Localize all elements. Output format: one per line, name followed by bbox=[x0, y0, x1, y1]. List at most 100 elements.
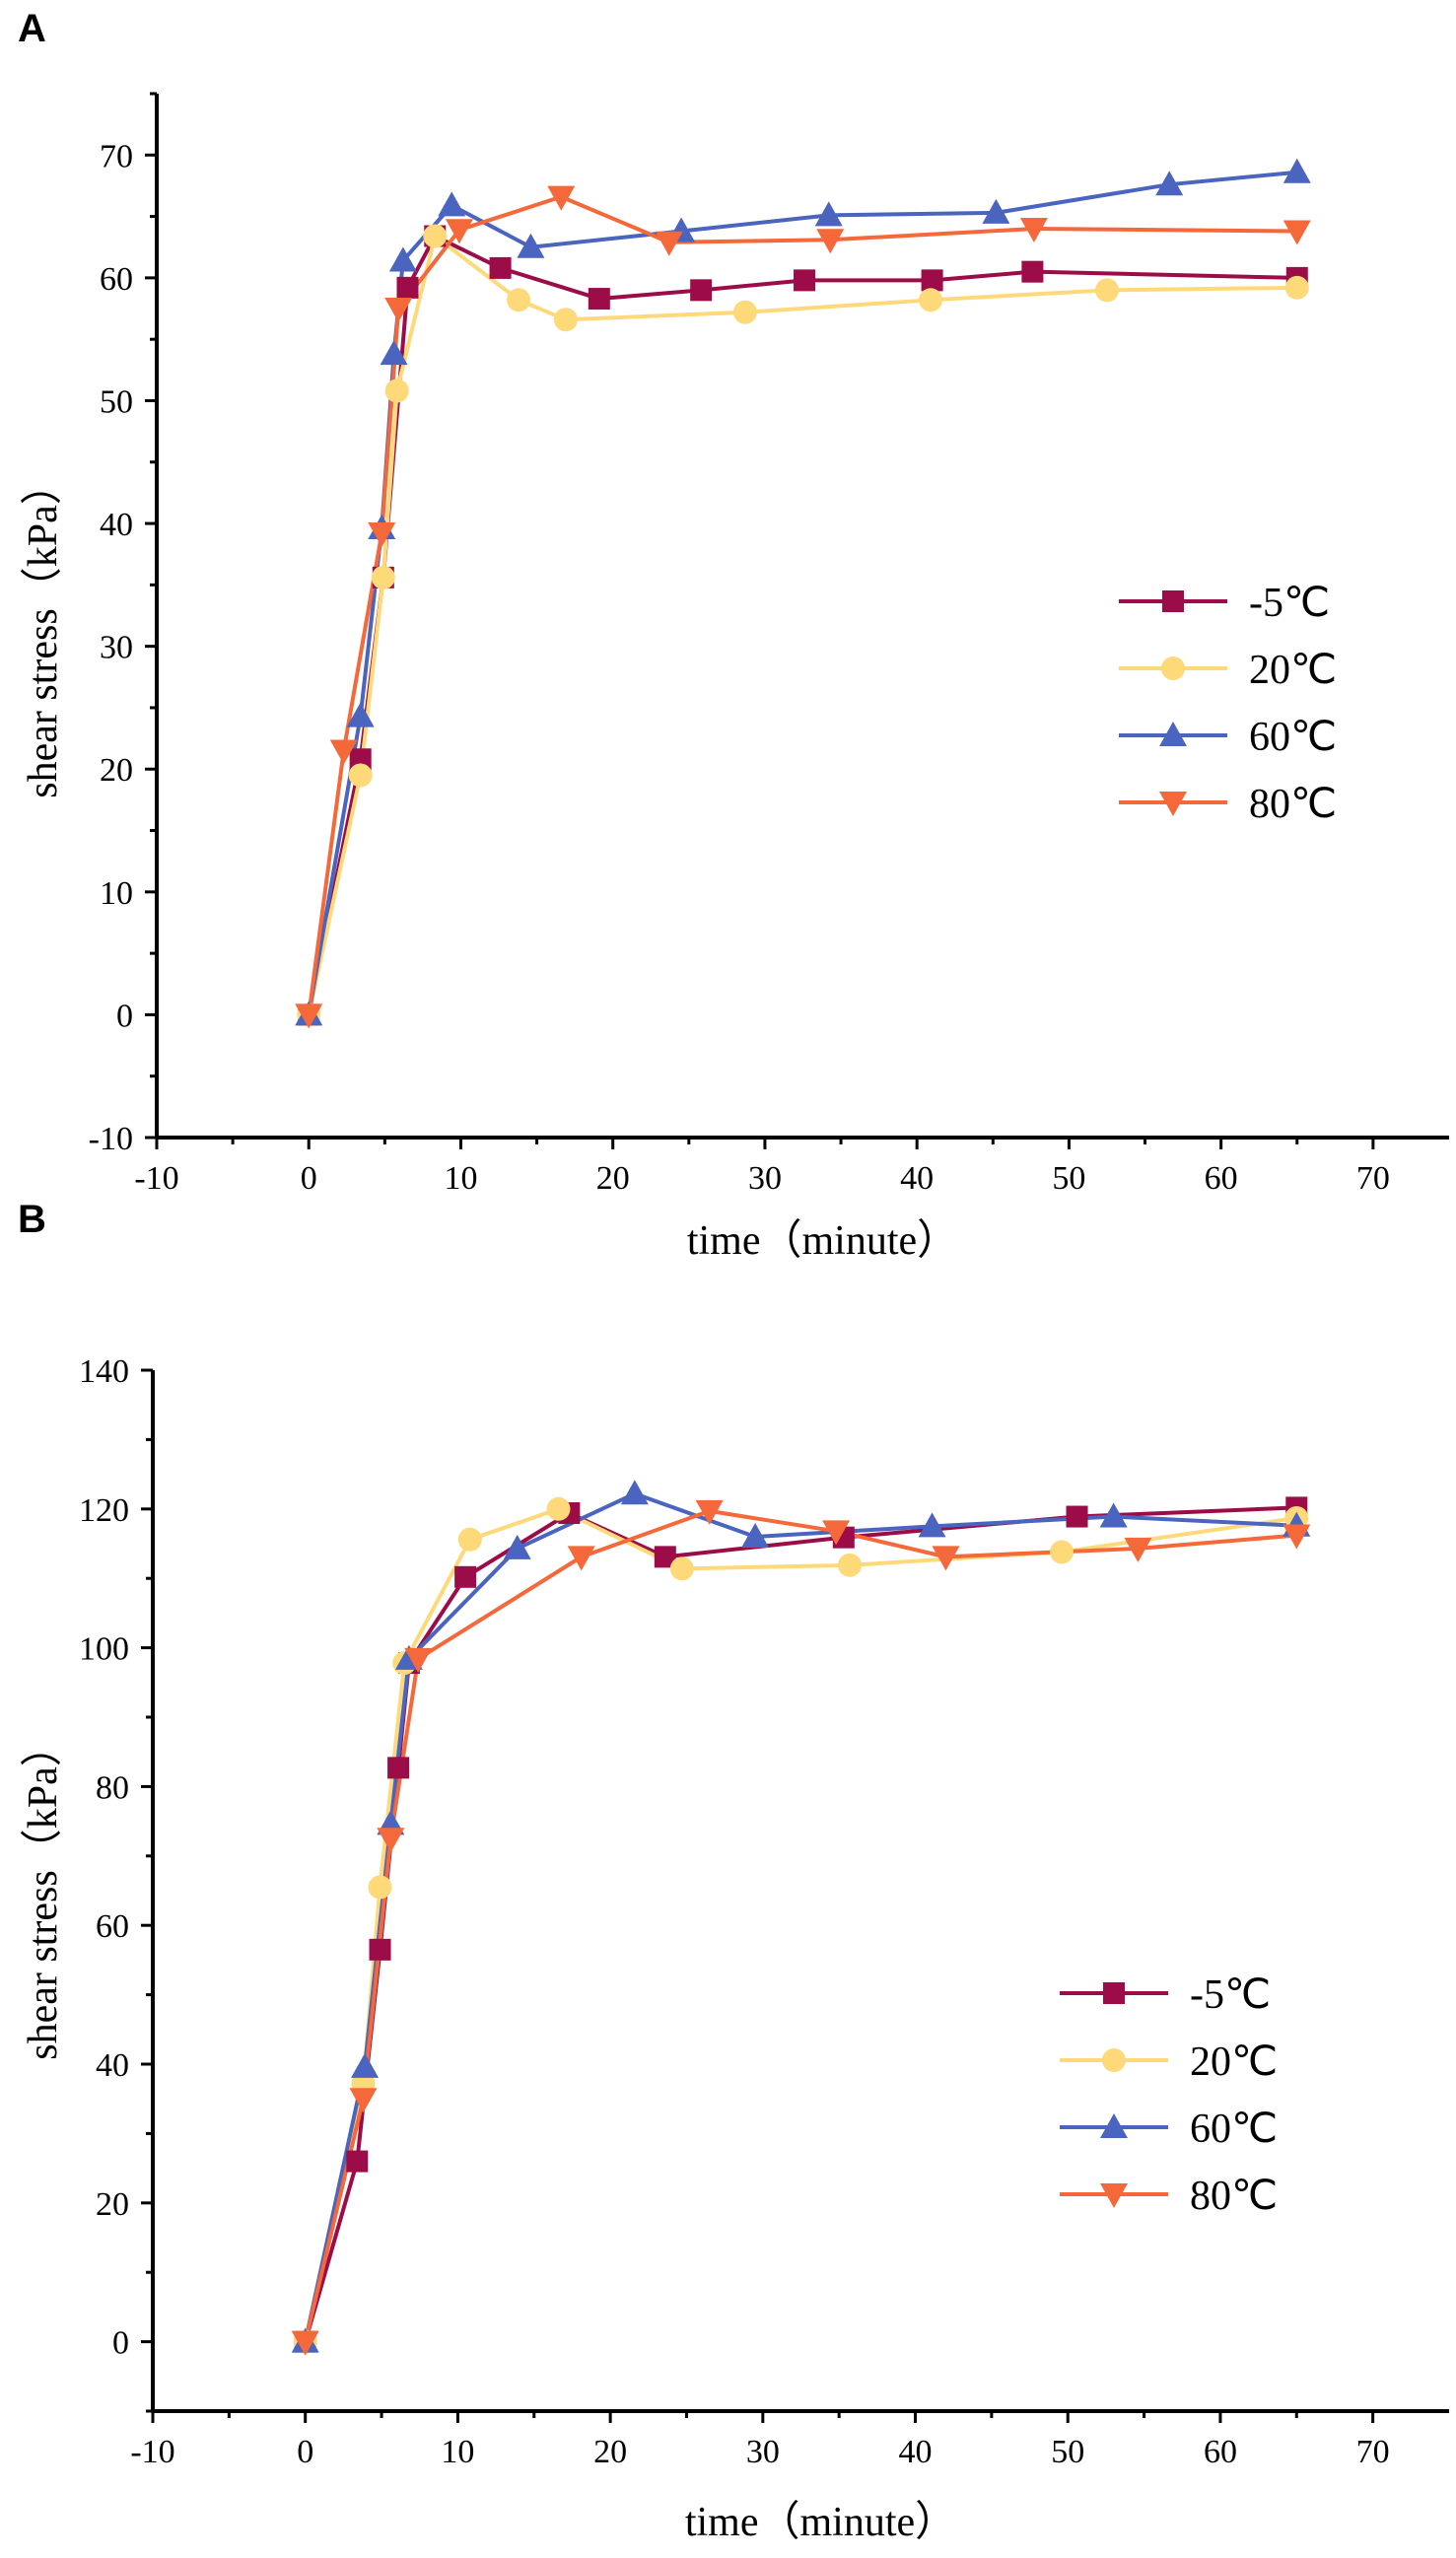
x-tick-label: 10 bbox=[444, 1160, 477, 1197]
data-point bbox=[547, 185, 576, 211]
series-line bbox=[307, 234, 1297, 1015]
panel-a-y-axis-title: shear stress（kPa） bbox=[21, 463, 66, 797]
data-point bbox=[1021, 260, 1044, 283]
data-point bbox=[1019, 218, 1048, 243]
data-point bbox=[387, 1757, 410, 1779]
panel-a-series bbox=[295, 158, 1311, 1029]
data-point bbox=[349, 748, 372, 771]
legend-label: 20℃ bbox=[1190, 2039, 1278, 2085]
data-point bbox=[690, 279, 713, 302]
x-tick-label: 70 bbox=[1356, 2434, 1390, 2470]
y-tick-label: 60 bbox=[100, 261, 133, 298]
panel-a-ticks: -10 0 10 20 30 40 50 60 70 -10 0 10 20 30 40 50 60 70 bbox=[89, 92, 1390, 1197]
panel-a-letter: A bbox=[18, 7, 46, 50]
data-point bbox=[396, 276, 419, 299]
series-line bbox=[303, 1506, 1297, 2343]
data-point bbox=[588, 288, 610, 311]
data-point bbox=[546, 1496, 571, 1521]
data-point bbox=[384, 379, 409, 403]
legend-marker bbox=[1100, 2183, 1128, 2208]
y-tick-label: -10 bbox=[89, 1121, 133, 1157]
data-point bbox=[346, 2150, 369, 2173]
y-tick-label: 0 bbox=[112, 2325, 129, 2362]
data-point bbox=[567, 1546, 595, 1571]
series-line bbox=[303, 1491, 1297, 2343]
data-point bbox=[384, 298, 413, 323]
series-line bbox=[307, 170, 1297, 1015]
legend-label: -5℃ bbox=[1190, 1972, 1271, 2018]
panel-b-y-axis-title: shear stress（kPa） bbox=[21, 1725, 66, 2059]
y-tick-label: 40 bbox=[100, 507, 133, 543]
data-point bbox=[655, 231, 683, 256]
data-point bbox=[368, 522, 396, 548]
x-tick-label: 10 bbox=[441, 2434, 474, 2470]
panel-b-chart: B -10 0 10 20 30 40 50 60 70 0 20 40 60 80 100 120 140 -… bbox=[18, 1198, 1449, 2545]
legend-label: 20℃ bbox=[1249, 648, 1337, 693]
data-point bbox=[346, 702, 375, 727]
legend-marker bbox=[1159, 722, 1187, 746]
panel-b-axes bbox=[151, 1370, 1449, 2413]
panel-b-ticks: -10 0 10 20 30 40 50 60 70 0 20 40 60 80 100 120 140 bbox=[79, 1353, 1390, 2470]
panel-a-legend: -5℃ 20℃ 60℃ 80℃ bbox=[1119, 581, 1337, 827]
data-point bbox=[377, 1828, 405, 1853]
y-tick-label: 40 bbox=[96, 2047, 129, 2084]
legend-marker bbox=[1100, 2113, 1128, 2138]
data-point bbox=[669, 1556, 694, 1581]
y-tick-label: 60 bbox=[96, 1908, 129, 1945]
legend-label: 60℃ bbox=[1190, 2107, 1278, 2152]
data-point bbox=[838, 1553, 863, 1577]
data-point bbox=[732, 300, 757, 324]
series-line bbox=[303, 1508, 1297, 2343]
data-point bbox=[503, 1534, 531, 1559]
panel-a-axes bbox=[155, 94, 1449, 1140]
data-point bbox=[445, 219, 473, 244]
data-point bbox=[1284, 275, 1309, 300]
y-tick-label: 100 bbox=[79, 1631, 129, 1668]
panel-b-letter: B bbox=[18, 1198, 46, 1241]
data-point bbox=[457, 1527, 482, 1552]
data-point bbox=[388, 246, 417, 272]
data-point bbox=[1099, 1502, 1128, 1528]
legend-marker bbox=[1103, 1982, 1125, 2004]
data-point bbox=[368, 1875, 392, 1900]
data-point bbox=[620, 1480, 649, 1505]
x-tick-label: 30 bbox=[748, 1160, 782, 1197]
data-point bbox=[369, 1938, 391, 1961]
series-line bbox=[303, 1505, 1297, 2343]
data-point bbox=[295, 1003, 323, 1029]
data-point bbox=[291, 2330, 319, 2356]
x-tick-label: 20 bbox=[596, 1160, 630, 1197]
data-point bbox=[553, 308, 578, 332]
legend-label: 80℃ bbox=[1190, 2174, 1278, 2219]
x-tick-label: 30 bbox=[746, 2434, 780, 2470]
x-tick-label: 0 bbox=[301, 1160, 317, 1197]
data-point bbox=[794, 269, 816, 292]
x-tick-label: 70 bbox=[1356, 1160, 1390, 1197]
legend-marker bbox=[1159, 792, 1187, 816]
x-tick-label: 20 bbox=[593, 2434, 627, 2470]
x-tick-label: 50 bbox=[1052, 1160, 1085, 1197]
y-tick-label: 50 bbox=[100, 383, 133, 420]
x-tick-label: 60 bbox=[1204, 2434, 1237, 2470]
data-point bbox=[1050, 1540, 1075, 1564]
x-tick-label: 40 bbox=[900, 1160, 934, 1197]
y-tick-label: 20 bbox=[100, 752, 133, 789]
legend-label: -5℃ bbox=[1249, 581, 1330, 626]
y-tick-label: 120 bbox=[79, 1492, 129, 1529]
data-point bbox=[919, 288, 943, 312]
legend-marker bbox=[1161, 657, 1185, 680]
data-point bbox=[1283, 220, 1311, 245]
y-tick-label: 70 bbox=[100, 138, 133, 174]
legend-label: 60℃ bbox=[1249, 715, 1337, 760]
data-point bbox=[814, 201, 843, 227]
data-point bbox=[695, 1499, 724, 1525]
y-tick-label: 20 bbox=[96, 2186, 129, 2223]
x-tick-label: 50 bbox=[1051, 2434, 1084, 2470]
legend-marker bbox=[1162, 590, 1184, 612]
x-tick-label: 60 bbox=[1205, 1160, 1238, 1197]
data-point bbox=[918, 1512, 946, 1538]
panel-b-legend: -5℃ 20℃ 60℃ 80℃ bbox=[1060, 1972, 1278, 2219]
panel-a-chart: A -10 0 10 20 30 40 50 60 70 -10 0 10 20 30 40 50 60 70 -… bbox=[18, 7, 1449, 1264]
x-tick-label: -10 bbox=[134, 1160, 178, 1197]
